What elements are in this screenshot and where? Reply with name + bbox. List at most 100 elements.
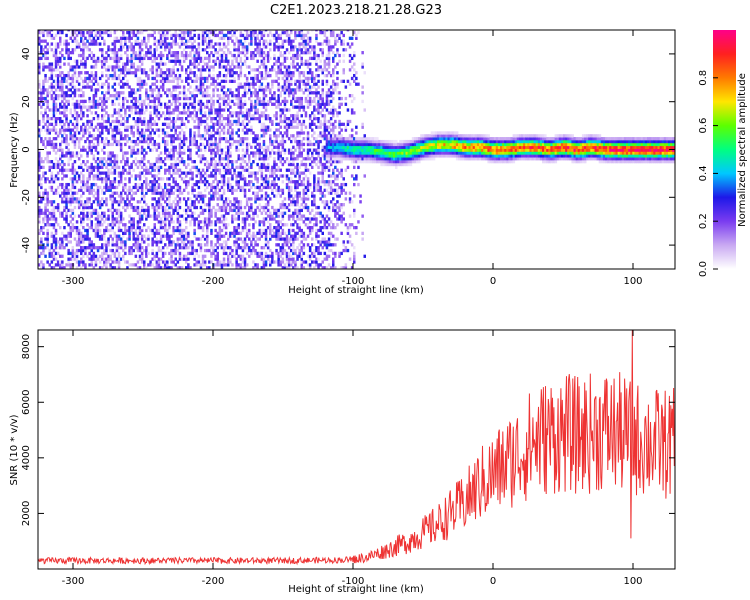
heatmap-cell [260,177,264,181]
heatmap-cell [111,137,114,141]
heatmap-cell [94,263,98,267]
heatmap-cell [195,248,198,253]
heatmap-cell [258,30,261,32]
heatmap-cell [157,117,161,121]
heatmap-cell [275,99,278,104]
heatmap-cell [77,82,81,86]
heatmap-cell [50,234,54,238]
heatmap-cell [176,114,180,118]
heatmap-cell [147,208,150,213]
heatmap-cell [279,154,282,158]
heatmap-cell [231,251,234,256]
heatmap-cell [109,171,112,175]
heatmap-cell [82,205,85,210]
heatmap-cell [63,122,66,126]
heatmap-cell [239,257,243,261]
heatmap-cell [275,162,278,167]
heatmap-cell [258,45,261,49]
heatmap-cell [128,185,131,190]
heatmap-cell [109,208,112,213]
heatmap-cell [229,134,232,138]
heatmap-cell [250,117,253,121]
heatmap-cell [140,165,144,170]
heatmap-cell [243,246,247,250]
heatmap-cell [222,248,226,253]
heatmap-cell [172,171,175,175]
heatmap-cell [61,85,64,89]
heatmap-cell [218,114,222,118]
heatmap-cell [182,137,186,141]
heatmap-cell [119,114,123,118]
heatmap-cell [75,251,79,256]
heatmap-cell [69,65,72,69]
heatmap-cell [157,42,161,46]
heatmap-cell [56,223,60,227]
heatmap-cell [170,91,173,95]
heatmap-cell [233,33,236,38]
heatmap-cell [231,71,234,75]
heatmap-cell [214,142,217,147]
heatmap-cell [96,117,100,121]
heatmap-cell [269,117,272,121]
heatmap-cell [128,108,131,112]
heatmap-cell [103,248,106,253]
heatmap-cell [203,248,207,253]
heatmap-cell [203,217,207,221]
heatmap-cell [260,254,264,258]
heatmap-cell [254,117,257,121]
heatmap-cell [147,122,150,126]
heatmap-cell [243,257,247,261]
heatmap-cell [75,180,79,184]
heatmap-cell [117,237,121,241]
heatmap-cell [128,36,131,40]
heatmap-cell [84,148,87,152]
heatmap-cell [248,223,251,227]
heatmap-cell [90,71,93,75]
heatmap-cell [269,137,272,141]
heatmap-cell [124,128,127,132]
heatmap-cell [264,197,268,201]
heatmap-cell [216,122,219,126]
heatmap-cell [164,42,167,46]
heatmap-cell [187,73,190,78]
heatmap-cell [260,51,264,55]
heatmap-cell [145,94,148,98]
heatmap-cell [250,114,253,118]
heatmap-cell [134,151,138,155]
heatmap-cell [218,237,222,241]
heatmap-cell [119,214,123,218]
heatmap-cell [191,177,194,181]
heatmap-cell [168,257,171,261]
heatmap-cell [54,162,58,167]
heatmap-cell [174,36,177,40]
heatmap-cell [227,117,230,121]
heatmap-cell [203,30,207,35]
heatmap-cell [180,160,184,164]
heatmap-cell [50,165,54,170]
heatmap-cell [176,208,180,213]
heatmap-cell [132,65,135,69]
heatmap-cell [180,237,184,241]
heatmap-cell [155,266,159,269]
heatmap-cell [96,203,100,207]
heatmap-cell [258,185,261,190]
heatmap-cell [113,119,117,124]
heatmap-cell [206,94,209,98]
heatmap-cell [250,125,253,129]
heatmap-cell [145,248,148,253]
heatmap-cell [193,142,196,147]
heatmap-cell [187,65,190,69]
heatmap-cell [111,211,114,215]
heatmap-cell [149,68,152,72]
heatmap-cell [172,76,175,81]
heatmap-cell [168,171,171,175]
heatmap-cell [260,36,264,40]
heatmap-cell [94,231,98,235]
heatmap-cell [63,76,66,81]
heatmap-cell [109,125,112,129]
heatmap-cell [101,171,104,175]
heatmap-cell [54,205,58,210]
heatmap-cell [164,102,167,106]
heatmap-cell [262,223,266,227]
heatmap-cell [216,240,219,244]
